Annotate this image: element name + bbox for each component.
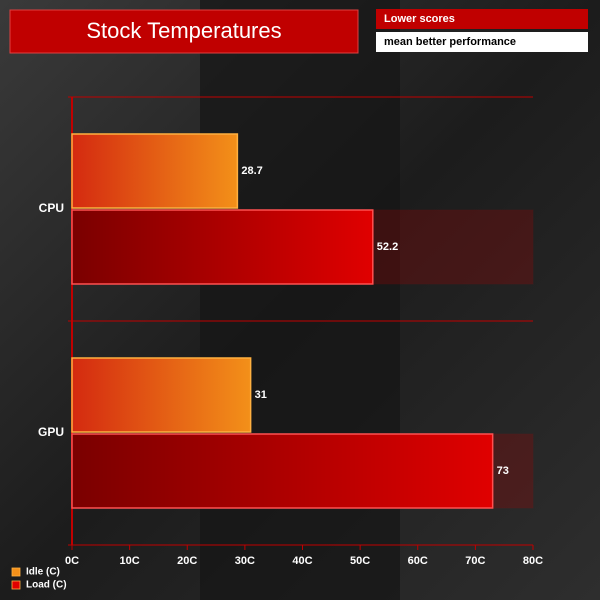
note: mean better performance [384,36,516,48]
value-label: 73 [497,465,509,477]
legend-swatch [11,567,21,577]
value-label: 28.7 [241,165,262,177]
x-tick-label: 60C [408,555,428,567]
y-tick-label: CPU [39,201,64,215]
legend-label: Idle (C) [26,567,60,578]
bar [71,357,252,433]
title-box [9,9,359,54]
x-tick-label: 20C [177,555,197,567]
x-tick-label: 30C [235,555,255,567]
x-tick-label: 70C [465,555,485,567]
x-tick-label: 40C [292,555,312,567]
x-tick-label: 10C [120,555,140,567]
bar [71,433,494,509]
note-box [376,32,588,52]
value-label: 52.2 [377,241,398,253]
x-tick-label: 80C [523,555,543,567]
case-panel [200,0,400,600]
bar [71,133,239,209]
legend-label: Load (C) [26,580,67,591]
chart-title: Stock Temperatures [86,18,281,43]
value-label: 31 [255,389,267,401]
note-box [376,9,588,29]
x-tick-label: 50C [350,555,370,567]
x-tick-label: 0C [65,555,79,567]
bar [71,209,374,285]
note: Lower scores [384,13,455,25]
y-tick-label: GPU [38,425,64,439]
legend-swatch [11,580,21,590]
